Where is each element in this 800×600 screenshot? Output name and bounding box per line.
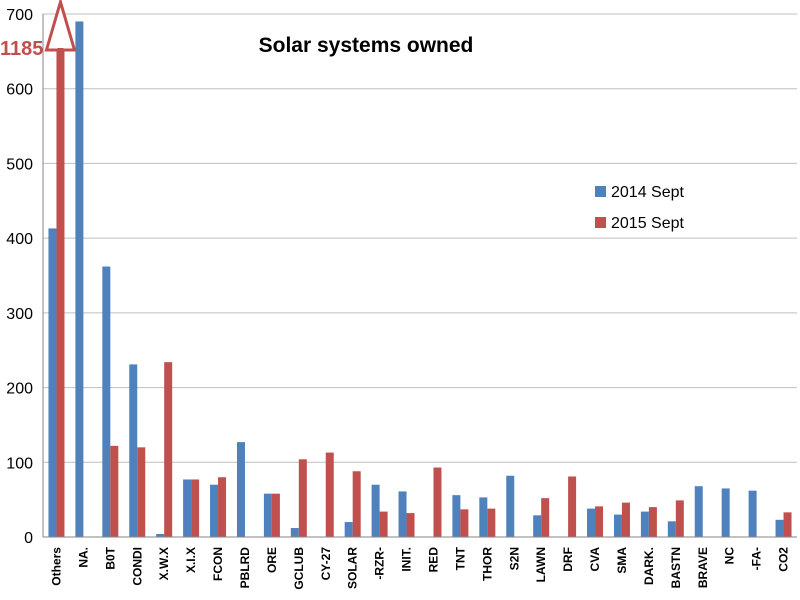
chart-title: Solar systems owned bbox=[259, 34, 474, 57]
x-tick-label: B0T bbox=[103, 546, 117, 569]
bar-fcon-2014 bbox=[210, 484, 219, 537]
bar-nc-2014 bbox=[721, 488, 730, 537]
x-tick-label: DRF bbox=[561, 547, 575, 572]
bar-sma-2014 bbox=[613, 514, 622, 537]
x-tick-label: LAWN bbox=[534, 547, 548, 582]
bar-lawn-2014 bbox=[533, 515, 542, 537]
bar-s2n-2014 bbox=[506, 475, 515, 537]
gridlines bbox=[43, 13, 797, 463]
off-scale-arrow-neck bbox=[57, 48, 64, 54]
x-tick-label: CO2 bbox=[777, 547, 791, 572]
bar-b0t-2014 bbox=[102, 266, 111, 537]
bar-init-2014 bbox=[398, 491, 407, 537]
bar-cva-2014 bbox=[587, 508, 596, 537]
bar-dark-2014 bbox=[640, 511, 649, 537]
y-tick-label: 300 bbox=[6, 306, 33, 323]
x-tick-label: Others bbox=[49, 547, 63, 586]
x-tick-label: X.I.X bbox=[184, 547, 198, 573]
bar-condi-2015 bbox=[137, 447, 146, 537]
bar-sma-2015 bbox=[621, 502, 630, 537]
bar-solar-2015 bbox=[352, 471, 361, 537]
bar-cy27-2015 bbox=[325, 452, 334, 537]
x-tick-label: CY-27 bbox=[319, 547, 333, 581]
bar-xwx-2014 bbox=[156, 534, 165, 537]
bar-xix-2015 bbox=[191, 479, 200, 537]
x-axis: Others NA. B0T CONDI X.W.X X.I.X FCON PBLRD ORE G… bbox=[43, 536, 797, 590]
bar-tnt-2015 bbox=[460, 509, 469, 537]
y-tick-label: 400 bbox=[6, 231, 33, 248]
bar-rzr-2015 bbox=[379, 511, 388, 537]
bar-bastn-2015 bbox=[675, 500, 684, 537]
bar-b0t-2015 bbox=[110, 445, 119, 537]
bar-red-2015 bbox=[433, 467, 442, 537]
bar-cva-2015 bbox=[595, 506, 604, 537]
bar-thor-2014 bbox=[479, 497, 488, 537]
bar-fcon-2015 bbox=[218, 477, 227, 537]
x-tick-label: -RZR- bbox=[373, 547, 387, 580]
x-tick-label: X.W.X bbox=[157, 547, 171, 580]
bar-xix-2014 bbox=[183, 479, 192, 537]
bar-brave-2014 bbox=[694, 486, 703, 537]
bar-gclub-2014 bbox=[290, 528, 299, 537]
y-tick-label: 700 bbox=[6, 7, 33, 24]
bar-na-2014 bbox=[75, 21, 84, 537]
x-tick-label: S2N bbox=[507, 547, 521, 570]
legend-label-2014: 2014 Sept bbox=[611, 184, 685, 201]
x-tick-label: INIT. bbox=[400, 547, 414, 572]
bar-co2-2015 bbox=[783, 512, 792, 537]
bar-others-2015 bbox=[56, 30, 65, 537]
x-tick-label: DARK. bbox=[642, 547, 656, 585]
bar-condi-2014 bbox=[129, 364, 138, 537]
bar-drf-2015 bbox=[568, 476, 577, 537]
x-tick-label: CONDI bbox=[130, 547, 144, 586]
bar-ore-2015 bbox=[271, 493, 280, 537]
legend-label-2015: 2015 Sept bbox=[611, 215, 685, 232]
bar-rzr-2014 bbox=[371, 484, 380, 537]
x-tick-label: NA. bbox=[76, 547, 90, 568]
bar-init-2015 bbox=[406, 513, 415, 537]
x-tick-label: -FA- bbox=[750, 547, 764, 570]
x-tick-label: RED bbox=[426, 547, 440, 573]
x-tick-label: BRAVE bbox=[696, 547, 710, 588]
bar-co2-2014 bbox=[775, 519, 784, 537]
off-scale-arrow-group: 1185 bbox=[0, 0, 77, 60]
bar-solar-2014 bbox=[344, 522, 353, 537]
legend-swatch-2015 bbox=[595, 217, 606, 228]
x-tick-label: FCON bbox=[211, 547, 225, 581]
x-tick-label: GCLUB bbox=[292, 547, 306, 590]
x-tick-label: NC bbox=[723, 547, 737, 565]
x-tick-label: SMA bbox=[615, 547, 629, 574]
y-axis: 0 100 200 300 400 500 600 700 bbox=[6, 7, 44, 547]
y-tick-label: 200 bbox=[6, 381, 33, 398]
bar-tnt-2014 bbox=[452, 495, 461, 537]
bar-others-2014 bbox=[48, 228, 57, 537]
legend-swatch-2014 bbox=[595, 186, 606, 197]
x-tick-label: ORE bbox=[265, 547, 279, 573]
off-scale-value-label: 1185 bbox=[0, 38, 43, 60]
bar-pblrd-2014 bbox=[236, 442, 245, 537]
y-tick-label: 0 bbox=[24, 530, 33, 547]
y-tick-label: 600 bbox=[6, 82, 33, 99]
legend: 2014 Sept 2015 Sept bbox=[595, 184, 685, 232]
x-tick-label: CVA bbox=[588, 547, 602, 572]
x-tick-label: BASTN bbox=[669, 547, 683, 588]
bar-lawn-2015 bbox=[541, 498, 550, 537]
off-scale-arrowhead bbox=[44, 0, 77, 52]
bar-gclub-2015 bbox=[298, 459, 307, 537]
bar-dark-2015 bbox=[648, 507, 657, 537]
x-tick-label: SOLAR bbox=[346, 547, 360, 589]
y-tick-label: 100 bbox=[6, 455, 33, 472]
bar-xwx-2015 bbox=[164, 362, 173, 537]
y-tick-label: 500 bbox=[6, 156, 33, 173]
bars-group bbox=[48, 21, 792, 537]
bar-thor-2015 bbox=[487, 508, 496, 537]
bar-bastn-2014 bbox=[667, 521, 676, 537]
x-tick-label: PBLRD bbox=[238, 547, 252, 589]
x-tick-label: TNT bbox=[453, 546, 467, 570]
bar-ore-2014 bbox=[263, 493, 272, 537]
x-tick-label: THOR bbox=[480, 547, 494, 581]
bar-fa-2014 bbox=[748, 490, 757, 537]
